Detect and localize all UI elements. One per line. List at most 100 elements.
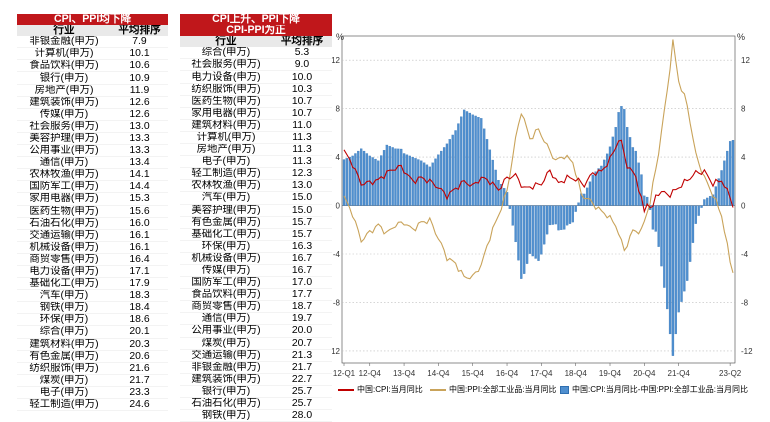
- average-rank: 10.3: [272, 83, 332, 96]
- industry-name: 非银金融(申万): [17, 36, 111, 49]
- table-row: 银行(申万) 25.7: [180, 385, 332, 399]
- average-rank: 15.0: [272, 204, 332, 217]
- average-rank: 10.0: [272, 70, 332, 84]
- cpi-ppi-diff-bar: [723, 160, 726, 206]
- cpi-ppi-diff-bar: [511, 205, 514, 226]
- table-row: 环保(申万) 18.6: [17, 313, 168, 327]
- x-tick-label: 12-Q1: [333, 369, 356, 378]
- industry-name: 农林牧渔(申万): [180, 179, 272, 193]
- industry-name: 食品饮料(申万): [180, 288, 272, 302]
- average-rank: 18.7: [272, 300, 332, 314]
- industry-name: 传媒(申万): [17, 108, 111, 121]
- table-row: 建筑材料(申万) 11.0: [180, 119, 332, 132]
- table-row: 纺织服饰(申万) 21.6: [17, 362, 168, 375]
- average-rank: 16.4: [111, 253, 168, 266]
- table-cpi-up-ppi-down: CPI上升、PPI下降 CPI-PPI为正 行业 平均排序 综合(申万) 5.3 社…: [180, 14, 332, 422]
- industry-name: 通信(申万): [180, 312, 272, 326]
- average-rank: 17.9: [111, 277, 168, 291]
- right-tick-label: 12: [741, 56, 750, 65]
- average-rank: 20.1: [111, 325, 168, 339]
- average-rank: 13.0: [272, 179, 332, 193]
- industry-name: 国防军工(申万): [180, 276, 272, 290]
- table-row: 基础化工(申万) 17.9: [17, 277, 168, 291]
- x-tick-label: 21-Q4: [668, 369, 691, 378]
- right-tick-label: -12: [741, 347, 753, 356]
- table-row: 传媒(申万) 12.6: [17, 108, 168, 121]
- cpi-ppi-diff-bar: [600, 165, 603, 206]
- cpi-ppi-diff-bar: [591, 174, 595, 206]
- cpi-ppi-diff-bar: [362, 150, 366, 206]
- average-rank: 17.1: [111, 265, 168, 279]
- average-rank: 12.6: [111, 108, 168, 121]
- cpi-ppi-diff-bar: [643, 195, 646, 206]
- cpi-ppi-diff-bar: [671, 205, 675, 356]
- industry-name: 基础化工(申万): [17, 277, 111, 291]
- table-row: 农林牧渔(申万) 13.0: [180, 179, 332, 193]
- cpi-ppi-diff-bar: [731, 140, 735, 206]
- cpi-ppi-diff-bar: [380, 155, 383, 206]
- table-row: 钢铁(申万) 18.4: [17, 301, 168, 315]
- table-row: 综合(申万) 20.1: [17, 325, 168, 339]
- legend-item-ppi: 中国:PPI:全部工业品:当月同比: [430, 384, 557, 395]
- industry-name: 有色金属(申万): [180, 216, 272, 229]
- cpi-series-line: [343, 139, 734, 214]
- left-tick-label: -8: [333, 298, 341, 307]
- cpi-ppi-diff-bar: [666, 205, 669, 310]
- cpi-ppi-diff-bar: [442, 147, 446, 206]
- cpi-ppi-diff-bar: [565, 205, 569, 226]
- right-tick-label: 0: [741, 202, 746, 211]
- cpi-ppi-diff-bar: [640, 174, 643, 206]
- average-rank: 18.6: [111, 313, 168, 327]
- average-rank: 9.0: [272, 58, 332, 72]
- cpi-ppi-diff-bar: [660, 205, 663, 267]
- cpi-ppi-diff-bar: [680, 205, 683, 302]
- table-row: 社会服务(申万) 13.0: [17, 120, 168, 133]
- cpi-ppi-diff-bar: [397, 148, 400, 206]
- cpi-ppi-diff-bar: [405, 154, 409, 206]
- table-subtitle: CPI-PPI为正: [180, 25, 332, 37]
- industry-name: 商贸零售(申万): [17, 253, 111, 266]
- table-row: 建筑装饰(申万) 22.7: [180, 373, 332, 386]
- industry-name: 汽车(申万): [17, 289, 111, 303]
- industry-name: 轻工制造(申万): [180, 167, 272, 181]
- average-rank: 22.7: [272, 373, 332, 386]
- chart-legend: 中国:CPI:当月同比 中国:PPI:全部工业品:当月同比 中国:CPI:当月同…: [338, 384, 768, 398]
- table-row: 计算机(申万) 11.3: [180, 131, 332, 145]
- average-rank: 16.1: [111, 229, 168, 242]
- average-rank: 12.6: [111, 96, 168, 109]
- table-row: 家用电器(申万) 10.7: [180, 107, 332, 120]
- table-row: 煤炭(申万) 21.7: [17, 374, 168, 387]
- left-tick-label: 8: [336, 105, 341, 114]
- x-tick-label: 12-Q4: [359, 369, 382, 378]
- table-cpi-ppi-both-down: CPI、PPI均下降 行业 平均排序 非银金融(申万) 7.9 计算机(申万) 10.…: [17, 14, 168, 412]
- industry-name: 医药生物(申万): [17, 205, 111, 218]
- table-row: 汽车(申万) 18.3: [17, 289, 168, 303]
- average-rank: 13.4: [111, 156, 168, 170]
- x-tick-label: 23-Q2: [719, 369, 742, 378]
- average-rank: 11.3: [272, 131, 332, 145]
- legend-swatch-diff: [560, 385, 569, 394]
- industry-name: 公用事业(申万): [17, 144, 111, 158]
- cpi-ppi-diff-bar: [617, 112, 620, 206]
- table-row: 建筑材料(申万) 20.3: [17, 338, 168, 351]
- cpi-ppi-diff-bar: [474, 115, 477, 206]
- cpi-ppi-diff-bar: [700, 205, 703, 208]
- table-row: 食品饮料(申万) 17.7: [180, 288, 332, 302]
- table-row: 国防军工(申万) 17.0: [180, 276, 332, 290]
- industry-name: 非银金融(申万): [180, 361, 272, 374]
- table-row: 社会服务(申万) 9.0: [180, 58, 332, 72]
- average-rank: 21.3: [272, 349, 332, 362]
- average-rank: 14.4: [111, 180, 168, 194]
- table-row: 医药生物(申万) 10.7: [180, 95, 332, 108]
- table-title: CPI、PPI均下降: [17, 14, 168, 26]
- cpi-ppi-diff-bar: [348, 156, 351, 206]
- cpi-ppi-diff-bar: [454, 130, 457, 206]
- column-header-avg-rank: 平均排序: [272, 36, 332, 48]
- cpi-ppi-diff-bar: [517, 205, 520, 261]
- legend-item-diff: 中国:CPI:当月同比-中国:PPI:全部工业品:当月同比: [560, 384, 748, 395]
- table-row: 环保(申万) 16.3: [180, 240, 332, 253]
- x-tick-label: 18-Q4: [565, 369, 588, 378]
- cpi-ppi-diff-bar: [585, 187, 589, 206]
- cpi-ppi-diff-bar: [668, 205, 672, 335]
- industry-name: 美容护理(申万): [180, 204, 272, 217]
